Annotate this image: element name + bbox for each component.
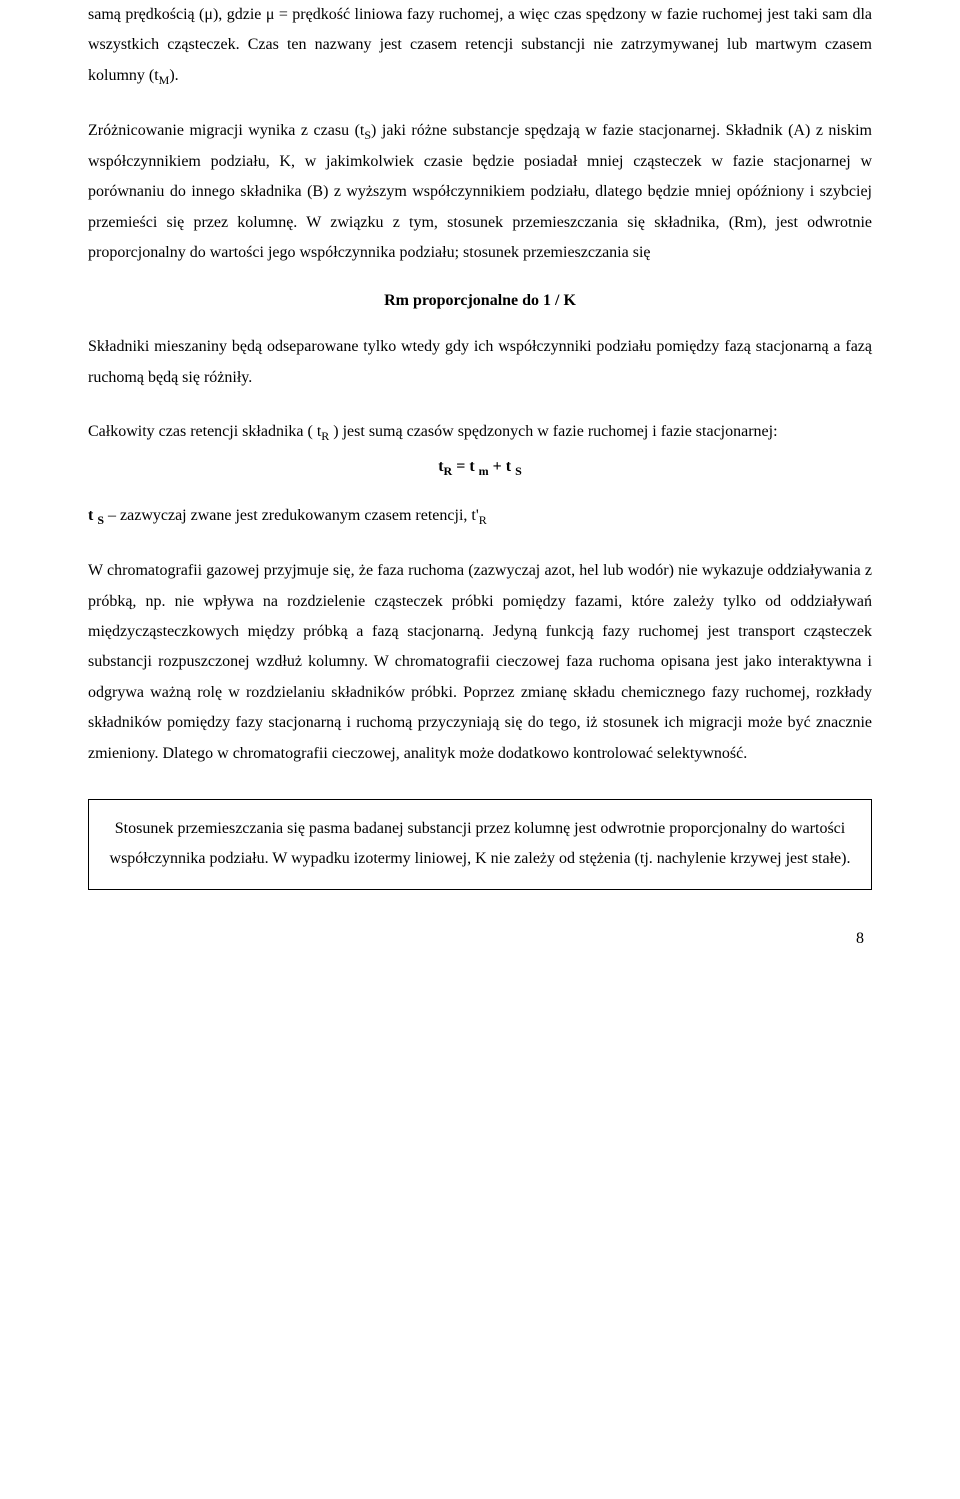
f2-sub2: m	[479, 464, 489, 478]
p2a-text: Zróżnicowanie migracji wynika z czasu (t	[88, 122, 364, 139]
paragraph-2: Zróżnicowanie migracji wynika z czasu (t…	[88, 116, 872, 269]
formula-rm: Rm proporcjonalne do 1 / K	[88, 292, 872, 310]
paragraph-4: Całkowity czas retencji składnika ( tR )…	[88, 417, 872, 448]
document-page: samą prędkością (μ), gdzie μ = prędkość …	[0, 0, 960, 988]
f2-sub1: R	[444, 464, 453, 478]
f2-eq: = t	[452, 458, 478, 475]
paragraph-1: samą prędkością (μ), gdzie μ = prędkość …	[88, 0, 872, 92]
p5a-text: t	[88, 507, 97, 524]
page-number: 8	[88, 930, 872, 948]
paragraph-3: Składniki mieszaniny będą odseparowane t…	[88, 332, 872, 393]
p5b-sub: R	[479, 513, 487, 527]
f2-sub3: S	[515, 464, 522, 478]
formula-tr: tR = t m + t S	[88, 458, 872, 479]
p2b-text: ) jaki różne substancje spędzają w fazie…	[88, 122, 872, 261]
p1-text: samą prędkością (μ), gdzie μ = prędkość …	[88, 6, 872, 84]
p5a-sub: S	[97, 513, 104, 527]
p4b-text: ) jest sumą czasów spędzonych w fazie ru…	[329, 423, 777, 440]
p1-sub: M	[159, 73, 170, 87]
p4a-text: Całkowity czas retencji składnika ( t	[88, 423, 321, 440]
paragraph-5: t S – zazwyczaj zwane jest zredukowanym …	[88, 501, 872, 532]
p5b-text: – zazwyczaj zwane jest zredukowanym czas…	[104, 507, 479, 524]
paragraph-6: W chromatografii gazowej przyjmuje się, …	[88, 556, 872, 769]
f2-plus: + t	[489, 458, 515, 475]
summary-box: Stosunek przemieszczania się pasma badan…	[88, 799, 872, 890]
p1-end: ).	[169, 67, 178, 84]
